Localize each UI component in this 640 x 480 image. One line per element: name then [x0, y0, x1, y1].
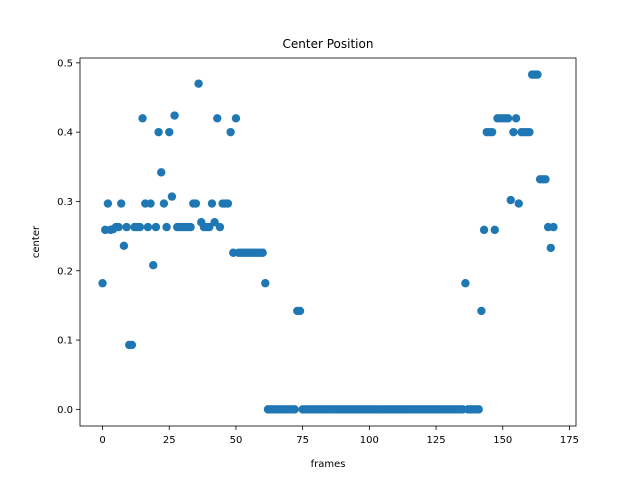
point: [146, 199, 155, 208]
point: [194, 79, 203, 88]
point: [506, 195, 515, 205]
point: [461, 279, 470, 288]
point: [151, 222, 161, 232]
point: [138, 114, 147, 123]
point: [503, 114, 513, 123]
point: [170, 111, 179, 120]
point: [167, 192, 177, 201]
point: [258, 248, 267, 257]
point: [165, 127, 174, 137]
point: [119, 241, 129, 251]
x-tick-label: 50: [230, 435, 243, 446]
point: [122, 222, 131, 232]
x-tick-label: 25: [163, 435, 176, 446]
point: [295, 306, 305, 316]
y-tick-label: 0.5: [57, 58, 73, 69]
point: [477, 306, 486, 316]
y-tick-label: 0.0: [57, 405, 73, 416]
point: [290, 405, 299, 414]
point: [549, 222, 558, 232]
point: [525, 127, 534, 137]
point: [149, 261, 158, 270]
y-tick-label: 0.3: [57, 197, 73, 208]
y-tick-label: 0.2: [57, 266, 73, 277]
chart-title: Center Position: [283, 37, 374, 51]
y-tick-label: 0.4: [57, 128, 73, 139]
point: [127, 340, 137, 350]
point: [514, 199, 523, 208]
point: [231, 114, 241, 123]
plot-frame: [79, 57, 577, 427]
point: [143, 222, 153, 232]
point: [207, 199, 217, 208]
point: [98, 279, 107, 288]
point: [487, 127, 497, 137]
x-tick-label: 100: [360, 435, 379, 446]
x-tick-label: 0: [99, 435, 105, 446]
point: [215, 222, 225, 232]
point: [511, 114, 521, 123]
point: [479, 225, 489, 235]
point: [162, 222, 171, 232]
x-tick-label: 150: [493, 435, 512, 446]
x-tick-label: 175: [560, 435, 579, 446]
point: [213, 114, 222, 123]
point: [541, 175, 550, 184]
point: [226, 127, 235, 137]
point: [103, 199, 113, 208]
point: [135, 222, 145, 232]
point: [191, 199, 201, 208]
point: [546, 243, 555, 253]
y-axis-label: center: [31, 225, 42, 258]
point: [490, 225, 499, 235]
point: [509, 127, 518, 137]
point: [205, 222, 214, 232]
point: [261, 279, 270, 288]
point: [157, 168, 166, 177]
point: [117, 199, 126, 208]
y-tick-label: 0.1: [57, 336, 73, 347]
point: [154, 127, 163, 137]
x-axis-label: frames: [311, 459, 346, 470]
x-tick-label: 125: [427, 435, 446, 446]
point: [474, 405, 483, 414]
point: [223, 199, 233, 208]
point: [210, 218, 219, 227]
point: [533, 70, 542, 79]
point: [159, 199, 169, 208]
point: [114, 222, 123, 232]
x-tick-label: 75: [296, 435, 309, 446]
point: [186, 222, 195, 232]
